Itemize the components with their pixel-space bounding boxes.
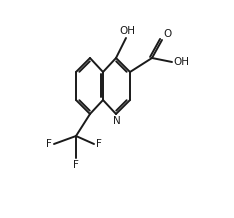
Text: F: F [96, 139, 102, 149]
Text: F: F [46, 139, 52, 149]
Text: N: N [113, 116, 121, 126]
Text: OH: OH [173, 57, 189, 67]
Text: O: O [163, 29, 171, 39]
Text: OH: OH [119, 26, 135, 36]
Text: F: F [73, 160, 79, 170]
